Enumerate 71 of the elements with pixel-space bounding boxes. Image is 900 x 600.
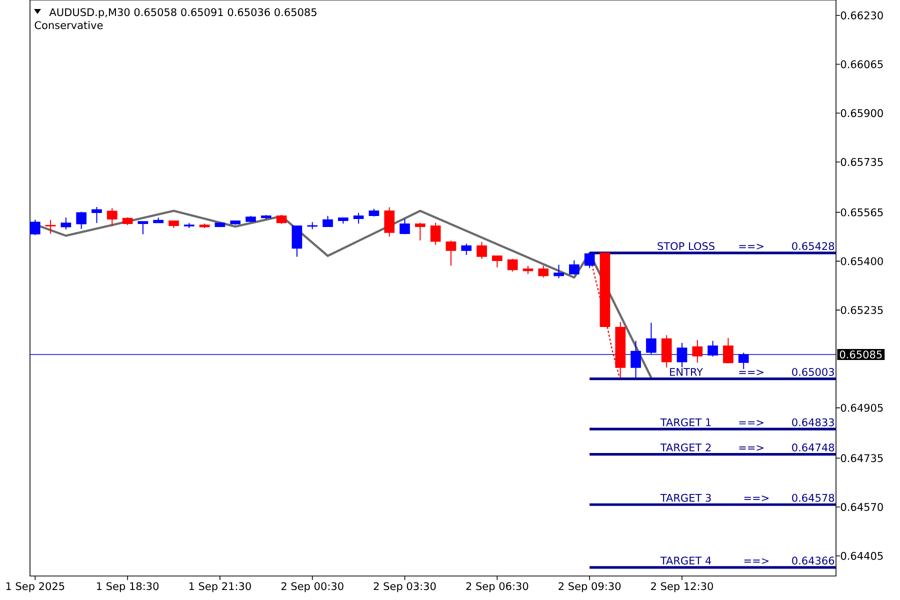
x-tick-label: 2 Sep 12:30 — [651, 582, 713, 592]
ref-line-label: 0.65085 — [840, 350, 882, 358]
annotation: ==> — [739, 244, 764, 250]
x-tick-label: 2 Sep 03:30 — [374, 582, 436, 592]
x-tick-label: 1 Sep 18:30 — [96, 582, 159, 592]
annotation: ==> — [739, 420, 764, 426]
candlestick — [538, 265, 549, 278]
candlestick — [60, 217, 72, 230]
candlestick — [430, 222, 441, 246]
candlestick — [738, 352, 749, 370]
candlestick — [138, 220, 148, 235]
y-tick-label: 0.64905 — [840, 404, 883, 412]
annotation: ==> — [739, 370, 764, 376]
y-tick-label: 0.66230 — [840, 11, 883, 20]
candlestick — [414, 222, 426, 241]
series-label: STOP LOSS — [658, 242, 714, 250]
candlestick — [92, 206, 102, 224]
candlestick — [384, 206, 395, 238]
data-label: 0.64833 — [792, 418, 834, 426]
x-tick-label: 1 Sep 2025 — [6, 582, 64, 592]
candlestick — [646, 322, 656, 355]
y-tick-label: 0.65400 — [840, 257, 883, 266]
candlestick — [353, 212, 364, 224]
candlestick — [106, 208, 118, 227]
series-label: TARGET 2 — [660, 443, 711, 452]
annotation: ==> — [739, 445, 764, 451]
series-label: TARGET 4 — [660, 556, 712, 565]
series-label: TARGET 1 — [660, 418, 711, 426]
candlestick — [492, 255, 502, 268]
annotation: ==> — [744, 496, 769, 502]
series-label: ENTRY — [670, 368, 704, 376]
candlestick — [461, 243, 472, 256]
candlestick — [584, 252, 595, 269]
candlestick — [292, 225, 302, 258]
candlestick — [676, 342, 688, 368]
series-label: TARGET 3 — [660, 494, 711, 502]
data-label: 0.64748 — [792, 443, 834, 452]
text: AUDUSD.p,M30 0.65058 0.65091 0.65036 0.65085 — [49, 8, 316, 18]
x-tick-label: 1 Sep 21:30 — [189, 582, 251, 592]
x-tick-label: 2 Sep 09:30 — [558, 582, 621, 592]
data-label: 0.64366 — [792, 556, 834, 565]
data-label: 0.65003 — [792, 368, 834, 376]
candlestick — [569, 260, 580, 275]
candlestick — [30, 219, 40, 236]
candlestick — [446, 240, 456, 266]
candlestick — [322, 215, 333, 228]
candlestick — [708, 340, 718, 358]
candlestick — [692, 339, 703, 364]
data-label: 0.65428 — [792, 242, 834, 250]
candlestick — [661, 334, 672, 368]
candlestick — [630, 340, 641, 378]
y-tick-label: 0.65735 — [840, 158, 883, 166]
x-tick-label: 2 Sep 00:30 — [281, 582, 344, 592]
y-tick-label: 0.65235 — [840, 306, 883, 314]
candlestick — [400, 218, 410, 235]
candlestick — [476, 241, 487, 260]
candlestick — [76, 211, 87, 230]
y-tick-label: 0.66065 — [840, 60, 883, 68]
candlestick — [554, 264, 564, 279]
data-label: 0.64578 — [792, 494, 834, 502]
x-tick-label: 2 Sep 06:30 — [466, 582, 528, 592]
y-tick-label: 0.64735 — [840, 454, 883, 462]
y-tick-label: 0.64405 — [840, 552, 883, 560]
candlestick — [507, 258, 518, 272]
annotation: ==> — [744, 558, 769, 564]
text: Conservative — [34, 21, 103, 30]
y-tick-label: 0.64570 — [840, 503, 883, 511]
y-tick-label: 0.65565 — [840, 208, 883, 216]
candlestick — [723, 337, 734, 364]
candlestick — [45, 220, 56, 234]
y-tick-label: 0.65900 — [840, 109, 883, 118]
